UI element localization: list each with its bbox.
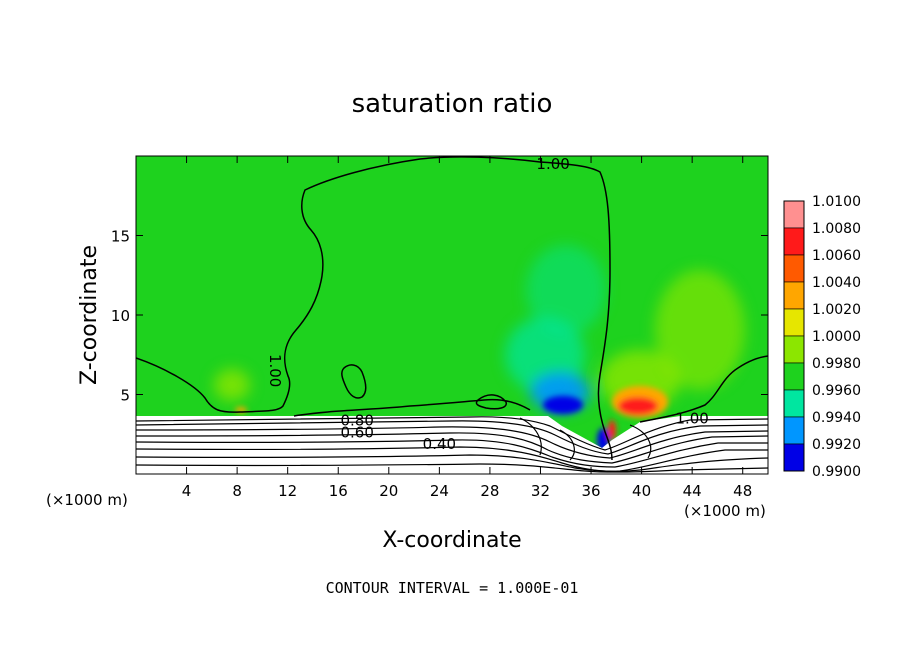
contour-line bbox=[519, 417, 652, 461]
colorbar-label: 0.9940 bbox=[812, 410, 861, 426]
contour-label: 1.00 bbox=[536, 155, 569, 173]
contour-line bbox=[136, 439, 768, 468]
field-blob-light-3 bbox=[214, 369, 250, 401]
colorbar-swatch bbox=[783, 254, 805, 283]
x-tick-label: 32 bbox=[531, 482, 550, 500]
colorbar-swatch bbox=[783, 389, 805, 418]
contour-line bbox=[136, 426, 768, 459]
colorbar-label: 1.0060 bbox=[812, 248, 861, 264]
colorbar-label: 1.0020 bbox=[812, 302, 861, 318]
colorbar-label: 1.0080 bbox=[812, 221, 861, 237]
contour-line-island-2 bbox=[475, 394, 507, 410]
x-tick-label: 28 bbox=[480, 482, 499, 500]
contour-interval-label: CONTOUR INTERVAL = 1.000E-01 bbox=[326, 579, 579, 597]
x-unit-right: (×1000 m) bbox=[684, 502, 766, 520]
field-core-high-2 bbox=[618, 397, 658, 415]
colorbar: 1.0100 1.0080 1.0060 1.0040 1.0020 1.0000 0.99… bbox=[783, 194, 861, 480]
chart-title: saturation ratio bbox=[352, 89, 553, 119]
colorbar-label: 0.9980 bbox=[812, 356, 861, 372]
y-tick-label: 15 bbox=[111, 228, 130, 246]
colorbar-label: 0.9960 bbox=[812, 383, 861, 399]
contour-line bbox=[136, 432, 768, 464]
y-axis-label: Z-coordinate bbox=[77, 245, 102, 385]
contour-labels: 1.00 1.00 1.00 0.800.60 0.40 bbox=[266, 155, 709, 453]
x-axis: 4 8 12 16 20 24 28 32 36 40 44 48 bbox=[182, 156, 752, 500]
x-tick-label: 24 bbox=[430, 482, 449, 500]
x-tick-label: 44 bbox=[683, 482, 702, 500]
subsaturated-region bbox=[136, 416, 768, 474]
field-blob-light-4 bbox=[526, 245, 606, 335]
x-tick-label: 20 bbox=[379, 482, 398, 500]
contour-label: 0.80 bbox=[340, 412, 373, 430]
x-tick-label: 36 bbox=[581, 482, 600, 500]
field-core-high-3 bbox=[608, 420, 616, 440]
x-tick-label: 8 bbox=[232, 482, 242, 500]
colorbar-swatch bbox=[783, 200, 805, 229]
colorbar-swatch bbox=[783, 335, 805, 364]
colorbar-swatch bbox=[783, 281, 805, 310]
colorbar-frame bbox=[783, 200, 805, 472]
contour-line bbox=[136, 463, 768, 473]
x-tick-label: 4 bbox=[182, 482, 192, 500]
contour-line-main bbox=[136, 156, 613, 461]
x-tick-label: 48 bbox=[733, 482, 752, 500]
contour-line-ridge bbox=[293, 398, 531, 417]
colorbar-swatch bbox=[783, 443, 805, 472]
y-axis: 5 10 15 bbox=[111, 228, 768, 405]
x-tick-label: 12 bbox=[278, 482, 297, 500]
plot-area bbox=[136, 156, 768, 474]
colorbar-label: 1.0000 bbox=[812, 329, 861, 345]
field-blob-light-1 bbox=[655, 270, 745, 390]
field-core-low-1 bbox=[543, 396, 583, 414]
contour-line bbox=[136, 454, 768, 472]
colorbar-label: 1.0040 bbox=[812, 275, 861, 291]
contour-line bbox=[136, 420, 768, 455]
contours-saturation bbox=[136, 156, 768, 461]
y-tick-label: 5 bbox=[120, 387, 130, 405]
colorbar-swatch bbox=[783, 308, 805, 337]
contour-label: 0.60 bbox=[340, 424, 373, 442]
contour-label: 1.00 bbox=[266, 354, 284, 387]
contour-label: 1.00 bbox=[675, 409, 708, 427]
contour-line-right bbox=[639, 355, 768, 423]
y-tick-label: 10 bbox=[111, 307, 130, 325]
x-unit-left: (×1000 m) bbox=[46, 491, 128, 509]
colorbar-label: 0.9900 bbox=[812, 464, 861, 480]
colorbar-swatch bbox=[783, 227, 805, 256]
contours-lower bbox=[136, 416, 768, 473]
x-tick-label: 40 bbox=[632, 482, 651, 500]
contour-line-island-1 bbox=[341, 364, 367, 399]
colorbar-label: 0.9920 bbox=[812, 437, 861, 453]
x-axis-label: X-coordinate bbox=[382, 528, 521, 553]
contour-line bbox=[136, 446, 768, 472]
x-tick-label: 16 bbox=[329, 482, 348, 500]
contour-label: 0.40 bbox=[423, 435, 456, 453]
colorbar-swatch bbox=[783, 362, 805, 391]
colorbar-label: 1.0100 bbox=[812, 194, 861, 210]
colorbar-swatch bbox=[783, 416, 805, 445]
